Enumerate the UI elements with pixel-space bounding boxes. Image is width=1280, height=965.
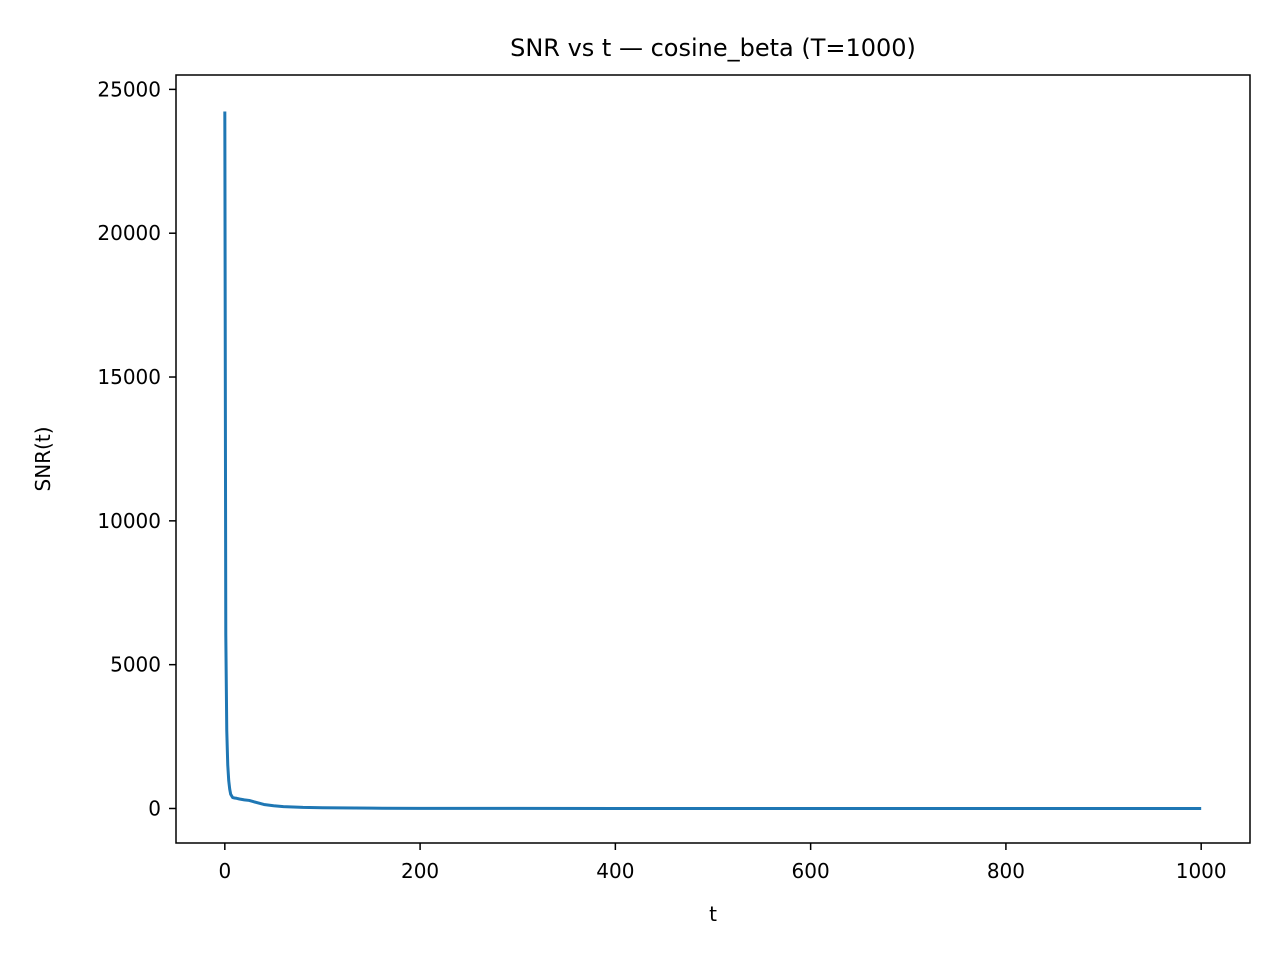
series-line bbox=[223, 111, 1202, 810]
y-tick-label: 15000 bbox=[97, 365, 161, 389]
x-axis: 0 200 400 600 800 1000 bbox=[218, 843, 1227, 883]
x-tick-label: 400 bbox=[596, 859, 634, 883]
y-tick-label: 25000 bbox=[97, 77, 161, 101]
y-tick-label: 10000 bbox=[97, 509, 161, 533]
y-tick-label: 5000 bbox=[110, 653, 161, 677]
x-tick-label: 0 bbox=[218, 859, 231, 883]
axes-frame bbox=[175, 74, 1251, 844]
plot-area bbox=[223, 111, 1202, 810]
y-tick-label: 0 bbox=[148, 796, 161, 820]
y-axis: 0 5000 10000 15000 20000 25000 bbox=[97, 77, 176, 820]
x-tick-label: 1000 bbox=[1176, 859, 1227, 883]
x-tick-label: 600 bbox=[792, 859, 830, 883]
y-tick-label: 20000 bbox=[97, 221, 161, 245]
chart-title: SNR vs t — cosine_beta (T=1000) bbox=[510, 34, 916, 62]
y-axis-label: SNR(t) bbox=[31, 427, 55, 492]
x-axis-label: t bbox=[709, 902, 717, 926]
x-tick-label: 800 bbox=[987, 859, 1025, 883]
x-tick-label: 200 bbox=[401, 859, 439, 883]
